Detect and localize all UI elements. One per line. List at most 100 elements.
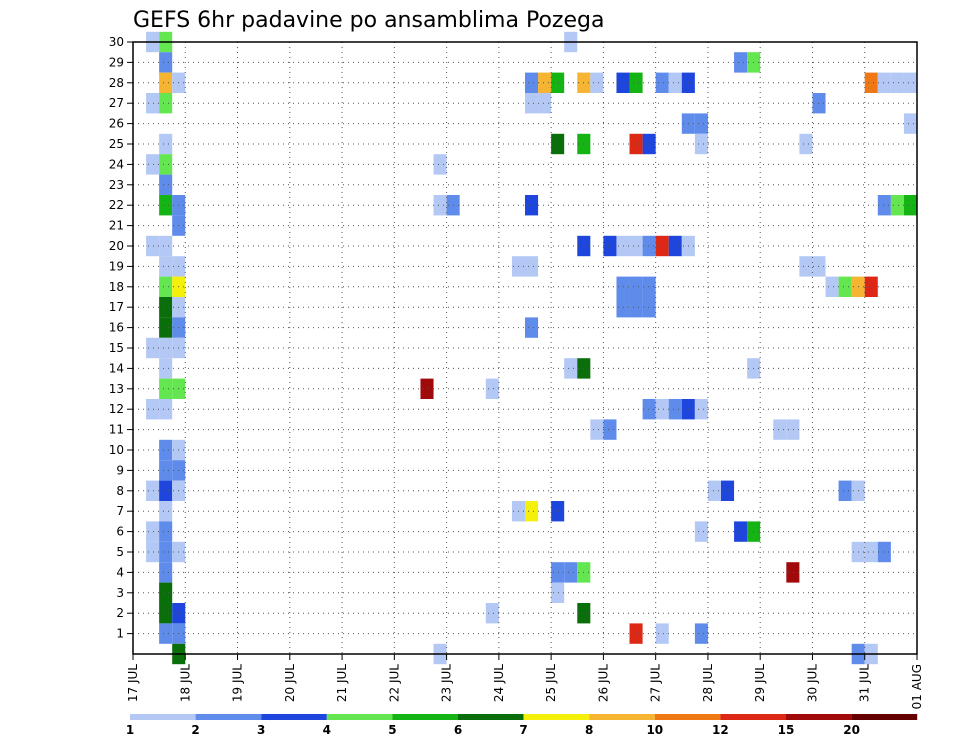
y-tick-label: 2 bbox=[116, 606, 124, 620]
heatmap-cell bbox=[812, 256, 826, 277]
heatmap-cell bbox=[734, 521, 748, 542]
y-tick-label: 5 bbox=[116, 545, 124, 559]
x-tick-label: 23 JUL bbox=[440, 664, 454, 702]
heatmap-cell bbox=[525, 93, 539, 114]
y-tick-label: 1 bbox=[116, 627, 124, 641]
legend-color-swatch bbox=[392, 714, 458, 720]
heatmap-cell bbox=[642, 133, 656, 155]
legend-color-swatch bbox=[589, 714, 655, 720]
legend-label: 4 bbox=[323, 723, 331, 737]
heatmap-cell bbox=[420, 378, 434, 399]
heatmap-cell bbox=[629, 276, 643, 297]
heatmap-cell bbox=[551, 133, 565, 155]
heatmap-cell bbox=[877, 541, 891, 563]
heatmap-cell bbox=[159, 297, 173, 318]
heatmap-cell bbox=[642, 399, 656, 420]
heatmap-cell bbox=[642, 276, 656, 297]
heatmap-cell bbox=[159, 358, 173, 379]
heatmap-cell bbox=[655, 235, 669, 257]
legend-color-swatch bbox=[195, 714, 262, 720]
heatmap-cell bbox=[903, 113, 917, 134]
heatmap-cell bbox=[890, 72, 904, 93]
y-tick-label: 28 bbox=[109, 76, 124, 90]
x-tick-label: 31 JUL bbox=[858, 664, 872, 702]
y-tick-label: 12 bbox=[109, 402, 124, 416]
y-tick-label: 26 bbox=[109, 117, 124, 131]
heatmap-cell bbox=[694, 521, 708, 542]
x-tick-label: 26 JUL bbox=[596, 664, 610, 702]
y-tick-label: 10 bbox=[109, 443, 124, 457]
heatmap-cell bbox=[159, 235, 173, 257]
heatmap-cell bbox=[721, 480, 735, 501]
x-tick-label: 18 JUL bbox=[178, 664, 192, 702]
heatmap-cell bbox=[799, 256, 813, 277]
heatmap-cell bbox=[629, 297, 643, 318]
heatmap-cell bbox=[551, 72, 565, 93]
legend-color-swatch bbox=[654, 714, 721, 720]
heatmap-cell bbox=[159, 256, 173, 277]
heatmap-cell bbox=[890, 195, 904, 216]
y-tick-label: 7 bbox=[116, 504, 124, 518]
y-tick-label: 13 bbox=[109, 382, 124, 396]
legend-label: 1 bbox=[126, 723, 134, 737]
heatmap-cell bbox=[146, 93, 160, 114]
heatmap-cell bbox=[694, 399, 708, 420]
heatmap-cell bbox=[668, 399, 682, 420]
x-tick-label: 30 JUL bbox=[805, 664, 819, 702]
legend-label: 5 bbox=[388, 723, 396, 737]
heatmap-cell bbox=[629, 133, 643, 155]
legend-color-swatch bbox=[523, 714, 590, 720]
x-tick-label: 21 JUL bbox=[335, 664, 349, 702]
heatmap-cell bbox=[525, 501, 539, 522]
heatmap-cell bbox=[786, 419, 800, 440]
heatmap-cell bbox=[564, 358, 578, 379]
heatmap-cell bbox=[146, 480, 160, 501]
y-tick-label: 3 bbox=[116, 586, 124, 600]
heatmap-cell bbox=[603, 235, 617, 257]
heatmap-cell bbox=[629, 72, 643, 93]
y-tick-label: 25 bbox=[109, 137, 124, 151]
y-tick-label: 9 bbox=[116, 463, 124, 477]
heatmap-cell bbox=[734, 52, 748, 73]
heatmap-cell bbox=[694, 113, 708, 134]
legend-label: 3 bbox=[257, 723, 265, 737]
heatmap-cell bbox=[485, 603, 499, 624]
y-tick-label: 22 bbox=[109, 198, 124, 212]
heatmap-cell bbox=[799, 133, 813, 155]
heatmap-cell bbox=[146, 337, 160, 359]
legend-label: 6 bbox=[454, 723, 462, 737]
y-tick-label: 16 bbox=[109, 321, 124, 335]
legend-label: 2 bbox=[191, 723, 199, 737]
legend-label: 8 bbox=[585, 723, 593, 737]
heatmap-cell bbox=[146, 541, 160, 563]
legend-label: 20 bbox=[843, 723, 860, 737]
x-tick-label: 24 JUL bbox=[492, 664, 506, 702]
heatmap-cell bbox=[159, 562, 173, 583]
y-tick-label: 24 bbox=[109, 157, 124, 171]
heatmap-cells bbox=[146, 31, 917, 665]
heatmap-cell bbox=[159, 174, 173, 195]
heatmap-cell bbox=[629, 623, 643, 644]
legend-label: 12 bbox=[712, 723, 729, 737]
heatmap-cell bbox=[707, 480, 721, 501]
legend-color-swatch bbox=[786, 714, 852, 720]
y-tick-label: 4 bbox=[116, 565, 124, 579]
heatmap-cell bbox=[433, 154, 447, 175]
legend-label: 15 bbox=[778, 723, 795, 737]
heatmap-cell bbox=[159, 93, 173, 114]
heatmap-cell bbox=[694, 623, 708, 644]
heatmap-cell bbox=[538, 93, 552, 114]
chart-title: GEFS 6hr padavine po ansamblima Pozega bbox=[133, 8, 604, 33]
x-tick-label: 19 JUL bbox=[231, 664, 245, 702]
heatmap-cell bbox=[590, 72, 604, 93]
heatmap-cell bbox=[838, 480, 852, 501]
heatmap-cell bbox=[159, 603, 173, 624]
heatmap-cell bbox=[564, 562, 578, 583]
heatmap-cell bbox=[159, 317, 173, 338]
y-tick-label: 14 bbox=[109, 361, 124, 375]
x-tick-label: 25 JUL bbox=[544, 664, 558, 702]
y-tick-label: 27 bbox=[109, 96, 124, 110]
heatmap-cell bbox=[159, 460, 173, 481]
heatmap-cell bbox=[590, 419, 604, 440]
legend-color-swatch bbox=[261, 714, 327, 720]
